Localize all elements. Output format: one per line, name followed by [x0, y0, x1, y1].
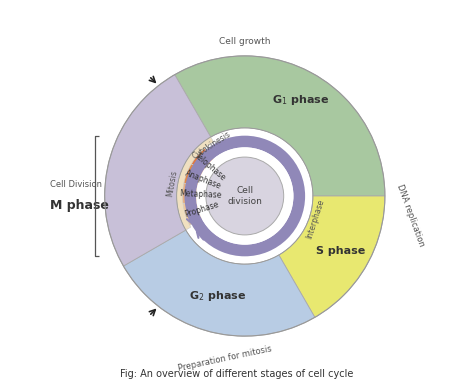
Text: S phase: S phase: [316, 247, 365, 256]
Wedge shape: [184, 136, 305, 256]
Text: Mitosis: Mitosis: [165, 169, 179, 197]
Text: Preparation for mitosis: Preparation for mitosis: [178, 344, 273, 373]
Circle shape: [196, 147, 293, 245]
Wedge shape: [180, 162, 225, 191]
Wedge shape: [188, 145, 230, 184]
Text: G$_1$ phase: G$_1$ phase: [272, 93, 329, 107]
Text: DNA replication: DNA replication: [395, 183, 426, 248]
Text: M phase: M phase: [50, 199, 109, 212]
Text: Metaphase: Metaphase: [179, 189, 221, 200]
Wedge shape: [105, 74, 211, 266]
Wedge shape: [177, 137, 214, 230]
Wedge shape: [179, 182, 222, 204]
Text: Prophase: Prophase: [184, 200, 220, 219]
Wedge shape: [279, 196, 385, 318]
Wedge shape: [123, 230, 315, 336]
Wedge shape: [219, 174, 245, 209]
Wedge shape: [175, 56, 385, 196]
Text: Cytokinesis: Cytokinesis: [191, 130, 233, 161]
Circle shape: [206, 157, 284, 235]
Wedge shape: [179, 199, 224, 227]
Text: Interphase: Interphase: [304, 198, 326, 240]
Text: Telophase: Telophase: [193, 151, 228, 183]
Text: Cell
division: Cell division: [228, 186, 262, 206]
Text: Fig: An overview of different stages of cell cycle: Fig: An overview of different stages of …: [120, 369, 354, 379]
Text: Cell growth: Cell growth: [219, 37, 271, 46]
Text: Cell Division: Cell Division: [50, 180, 102, 189]
Text: G$_2$ phase: G$_2$ phase: [190, 289, 247, 303]
Text: Anaphase: Anaphase: [184, 169, 222, 191]
